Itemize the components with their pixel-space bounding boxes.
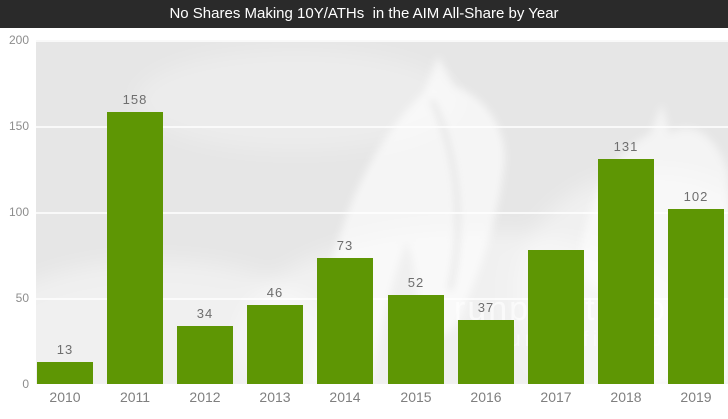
x-axis-label-2016: 2016 [470, 389, 502, 405]
y-axis-label-0: 0 [22, 377, 29, 391]
bar-2011[interactable] [107, 112, 163, 384]
x-axis-label-2017: 2017 [540, 389, 572, 405]
bar-2012[interactable] [177, 326, 233, 384]
bar-value-label-2011: 158 [122, 92, 148, 107]
x-axis-label-2015: 2015 [400, 389, 432, 405]
chart-title: No Shares Making 10Y/ATHs in the AIM All… [0, 0, 728, 28]
bar-value-label-2014: 73 [336, 238, 354, 253]
x-axis-label-2011: 2011 [119, 389, 151, 405]
bar-2015[interactable] [388, 295, 444, 384]
x-axis-label-2019: 2019 [680, 389, 712, 405]
bar-value-label-2016: 37 [477, 300, 495, 315]
y-axis-label-50: 50 [15, 291, 29, 305]
gridline-150 [36, 126, 728, 128]
bar-2018[interactable] [598, 159, 654, 384]
gridline-200 [36, 40, 728, 42]
bar-value-label-2013: 46 [266, 285, 284, 300]
bar-2014[interactable] [317, 258, 373, 384]
watermark-subtext: runprofits.com [498, 328, 688, 351]
x-axis-label-2010: 2010 [49, 389, 81, 405]
bar-2010[interactable] [37, 362, 93, 384]
x-axis-label-2014: 2014 [329, 389, 361, 405]
bar-2017[interactable] [528, 250, 584, 384]
bar-2019[interactable] [668, 209, 724, 384]
gridline-50 [36, 298, 728, 300]
bar-2013[interactable] [247, 305, 303, 384]
y-axis-label-200: 200 [8, 33, 29, 47]
bar-value-label-2019: 102 [683, 189, 709, 204]
bar-2016[interactable] [458, 320, 514, 384]
y-axis-label-150: 150 [8, 119, 29, 133]
x-axis-label-2012: 2012 [189, 389, 221, 405]
x-axis-label-2013: 2013 [259, 389, 291, 405]
bar-value-label-2012: 34 [196, 306, 214, 321]
bar-value-label-2010: 13 [56, 342, 74, 357]
bar-value-label-2018: 131 [613, 139, 639, 154]
x-axis-label-2018: 2018 [610, 389, 642, 405]
gridline-100 [36, 212, 728, 214]
bar-value-label-2015: 52 [407, 275, 425, 290]
plot-area: runprofits.co runprofits.com 13158344673… [36, 40, 728, 384]
y-axis-label-100: 100 [8, 205, 29, 219]
